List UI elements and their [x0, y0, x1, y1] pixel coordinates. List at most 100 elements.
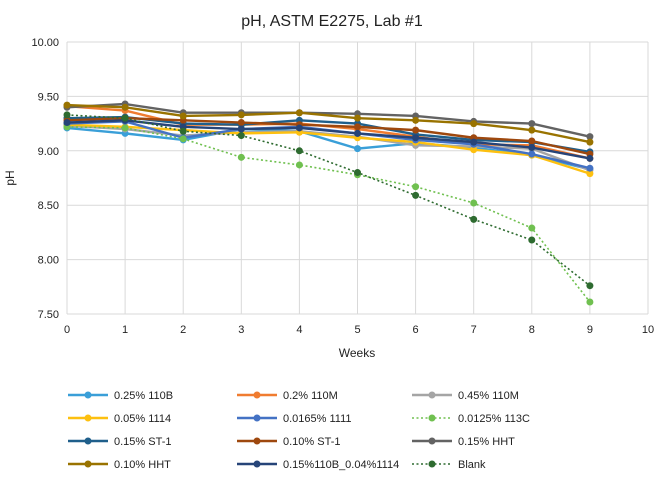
series-lines [63, 100, 594, 306]
data-point [237, 125, 245, 133]
legend-swatch-marker [84, 437, 92, 445]
legend-label: 0.0165% 1111 [283, 413, 352, 425]
legend-swatch-marker [84, 414, 92, 422]
x-tick-label: 3 [238, 324, 244, 336]
y-axis-label: pH [3, 170, 17, 185]
legend-item: 0.10% HHT [68, 459, 171, 471]
data-point [237, 132, 245, 140]
data-point [63, 111, 71, 119]
data-point [528, 137, 536, 145]
legend-label: 0.45% 110M [458, 390, 519, 402]
x-tick-label: 6 [413, 324, 419, 336]
x-tick-label: 5 [354, 324, 360, 336]
legend-swatch-marker [253, 460, 261, 468]
data-point [528, 144, 536, 152]
y-tick-label: 7.50 [38, 309, 59, 321]
legend-label: 0.0125% 113C [458, 413, 530, 425]
legend-swatch-marker [84, 391, 92, 399]
legend-item: 0.0165% 1111 [237, 413, 352, 425]
series-line [66, 119, 591, 160]
legend-item: 0.15%110B_0.04%1114 [237, 459, 399, 471]
data-point [295, 161, 303, 169]
series-line [66, 114, 591, 287]
data-point [586, 133, 594, 141]
legend-swatch-marker [253, 391, 261, 399]
series-line [66, 126, 591, 303]
data-point [586, 138, 594, 146]
legend-item: 0.2% 110M [237, 390, 338, 402]
legend-item: Blank [412, 459, 486, 471]
data-point [295, 109, 303, 117]
legend-label: 0.25% 110B [114, 390, 173, 402]
chart-title: pH, ASTM E2275, Lab #1 [241, 13, 423, 30]
legend-item: 0.25% 110B [68, 390, 173, 402]
data-point [354, 129, 361, 137]
data-point [237, 111, 245, 119]
data-point [412, 191, 420, 199]
data-point [586, 170, 594, 178]
data-point [295, 124, 303, 132]
legend-swatch-marker [428, 437, 436, 445]
legend-label: Blank [458, 459, 486, 471]
legend-item: 0.15% HHT [412, 436, 515, 448]
legend-swatch-marker [253, 414, 261, 422]
x-tick-label: 8 [529, 324, 535, 336]
data-point [63, 101, 71, 109]
data-point [237, 119, 245, 127]
data-point [528, 120, 536, 128]
legend-label: 0.05% 1114 [114, 413, 171, 425]
data-point [412, 126, 420, 134]
x-axis-label: Weeks [339, 346, 375, 360]
data-point [121, 114, 129, 122]
x-tick-label: 4 [296, 324, 302, 336]
legend-item: 0.05% 1114 [68, 413, 171, 425]
data-point [179, 135, 187, 143]
y-tick-label: 8.00 [38, 255, 59, 267]
y-tick-label: 9.50 [38, 91, 59, 103]
data-point [528, 150, 536, 158]
legend-swatch-marker [428, 460, 436, 468]
data-point [528, 224, 536, 232]
x-tick-label: 7 [471, 324, 477, 336]
legend-item: 0.45% 110M [412, 390, 519, 402]
data-point [237, 153, 245, 161]
data-point [470, 215, 478, 223]
series-5 [63, 123, 594, 306]
data-point [121, 103, 129, 111]
series-11 [63, 111, 594, 290]
data-point [586, 164, 594, 172]
legend-label: 0.10% HHT [114, 459, 171, 471]
legend-label: 0.10% ST-1 [283, 436, 340, 448]
data-point [63, 119, 71, 127]
data-point [470, 146, 478, 154]
y-tick-label: 9.00 [38, 146, 59, 158]
data-point [412, 116, 420, 124]
data-point [412, 134, 420, 142]
series-line [66, 124, 591, 172]
legend-swatch-marker [253, 437, 261, 445]
legend-swatch-marker [428, 414, 436, 422]
legend-swatch-marker [428, 391, 436, 399]
x-tick-label: 2 [180, 324, 186, 336]
data-point [412, 183, 420, 191]
legend: 0.25% 110B 0.2% 110M 0.45% 110M 0.05% 1114 0… [68, 390, 530, 471]
data-point [354, 114, 361, 122]
x-axis-ticks: 0 1 2 3 4 5 6 7 8 9 10 [64, 324, 654, 336]
y-tick-label: 10.00 [31, 37, 59, 49]
x-tick-label: 0 [64, 324, 70, 336]
data-point [179, 127, 187, 135]
data-point [470, 138, 478, 146]
legend-label: 0.15% HHT [458, 436, 515, 448]
legend-item: 0.15% ST-1 [68, 436, 171, 448]
series-10 [63, 116, 594, 162]
data-point [528, 126, 536, 134]
legend-label: 0.15%110B_0.04%1114 [283, 459, 399, 471]
legend-item: 0.10% ST-1 [237, 436, 340, 448]
series-line [66, 116, 591, 156]
data-point [586, 282, 594, 290]
data-point [354, 123, 361, 131]
data-point [470, 120, 478, 128]
data-point [528, 236, 536, 244]
y-tick-label: 8.50 [38, 200, 59, 212]
